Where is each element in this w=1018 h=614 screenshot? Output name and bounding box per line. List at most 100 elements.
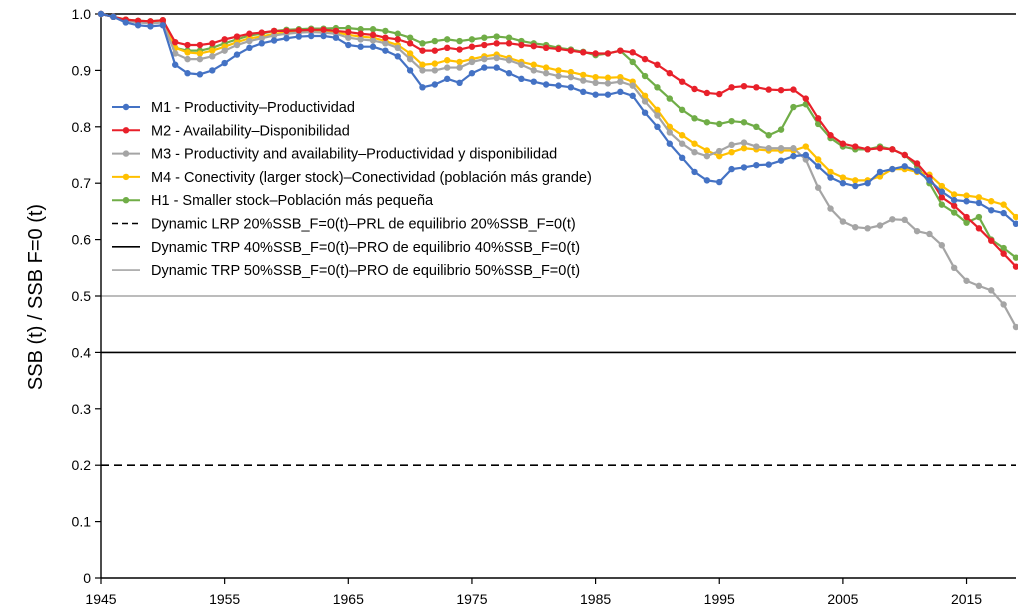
legend-label: Dynamic TRP 50%SSB_F=0(t)–PRO de equilib… <box>151 263 580 279</box>
data-point <box>382 40 389 47</box>
data-point <box>864 180 871 187</box>
y-tick-label: 0.6 <box>72 232 92 248</box>
data-point <box>790 152 797 160</box>
data-point <box>629 82 636 89</box>
data-point <box>542 64 550 71</box>
data-point <box>122 19 129 26</box>
legend-item-5: H1 - Smaller stock–Población más pequeña <box>112 193 434 209</box>
data-point <box>864 146 871 153</box>
data-point <box>1000 301 1007 308</box>
data-point <box>357 30 364 37</box>
data-point <box>542 70 550 77</box>
data-point <box>938 194 946 201</box>
legend-item-7: Dynamic TRP 40%SSB_F=0(t)–PRO de equilib… <box>112 240 580 256</box>
data-point <box>988 198 995 205</box>
data-point <box>740 139 748 146</box>
data-point <box>777 145 785 152</box>
data-point <box>246 44 253 52</box>
data-point <box>814 184 822 191</box>
data-point <box>740 82 748 90</box>
x-tick-label: 1965 <box>333 591 364 607</box>
data-point <box>493 40 500 47</box>
legend-label: H1 - Smaller stock–Población más pequeña <box>151 193 434 209</box>
data-point <box>604 80 612 87</box>
data-point <box>258 40 265 47</box>
data-point <box>926 230 933 238</box>
y-axis-label: SSB (t) / SSB F=0 (t) <box>25 204 47 390</box>
data-point <box>703 89 711 97</box>
data-point <box>889 216 896 223</box>
data-point <box>431 37 439 45</box>
legend-swatch-marker <box>122 150 130 157</box>
data-point <box>270 37 278 44</box>
data-point <box>753 123 760 130</box>
y-tick-label: 0.4 <box>72 344 92 360</box>
legend-swatch-marker <box>122 197 130 204</box>
data-point <box>406 50 414 57</box>
data-point <box>444 75 451 83</box>
data-point <box>97 10 105 18</box>
data-point <box>580 77 587 84</box>
data-point <box>406 34 414 41</box>
data-point <box>357 43 364 50</box>
data-point <box>147 18 154 25</box>
data-point <box>1012 220 1018 228</box>
data-point <box>703 177 711 184</box>
data-point <box>542 44 550 52</box>
legend-swatch-marker <box>122 103 130 111</box>
data-point <box>765 145 772 152</box>
data-point <box>394 36 401 43</box>
data-point <box>691 168 698 176</box>
data-point <box>308 26 315 33</box>
data-point <box>604 50 612 57</box>
data-point <box>827 205 834 212</box>
data-point <box>938 182 946 190</box>
data-point <box>406 40 414 47</box>
data-point <box>270 32 278 39</box>
data-point <box>691 85 698 93</box>
data-point <box>716 120 723 128</box>
data-point <box>567 68 575 76</box>
data-point <box>1000 209 1007 217</box>
data-point <box>839 174 847 181</box>
y-tick-label: 0.8 <box>72 119 92 135</box>
data-point <box>555 72 562 80</box>
tick-labels: 0 0.1 0.2 0.3 0.4 0.5 0.6 0.7 0.8 0.9 1.0 1945 1955 1… <box>72 6 983 607</box>
data-point <box>369 43 377 50</box>
data-point <box>493 33 500 40</box>
data-point <box>678 154 686 162</box>
data-point <box>555 67 562 74</box>
data-point <box>444 36 451 43</box>
data-point <box>777 157 785 164</box>
data-point <box>641 55 649 63</box>
data-point <box>555 45 562 53</box>
legend-item-4: M4 - Conectivity (larger stock)–Conectiv… <box>112 170 592 186</box>
data-point <box>530 61 537 68</box>
data-point <box>703 119 711 126</box>
data-point <box>270 27 278 35</box>
data-point <box>938 242 946 249</box>
data-point <box>233 33 241 40</box>
data-point <box>654 112 661 119</box>
data-point <box>1012 323 1018 331</box>
legend-item-3: M3 - Productivity and availability–Produ… <box>112 147 557 163</box>
data-point <box>419 47 426 54</box>
legend: M1 - Productivity–Productividad M2 - Avai… <box>112 100 592 279</box>
data-point <box>790 145 797 152</box>
data-point <box>1012 213 1018 221</box>
data-point <box>580 88 587 96</box>
data-point <box>369 37 377 44</box>
data-point <box>394 53 401 60</box>
data-point <box>938 188 946 195</box>
data-point <box>950 196 958 204</box>
data-point <box>703 147 711 154</box>
data-point <box>975 282 983 290</box>
legend-label: M1 - Productivity–Productividad <box>151 100 355 116</box>
data-point <box>666 140 673 147</box>
axes <box>95 13 1016 584</box>
data-point <box>827 168 834 176</box>
x-tick-label: 1955 <box>209 591 240 607</box>
data-point <box>382 34 389 41</box>
y-tick-label: 0.2 <box>72 457 92 473</box>
